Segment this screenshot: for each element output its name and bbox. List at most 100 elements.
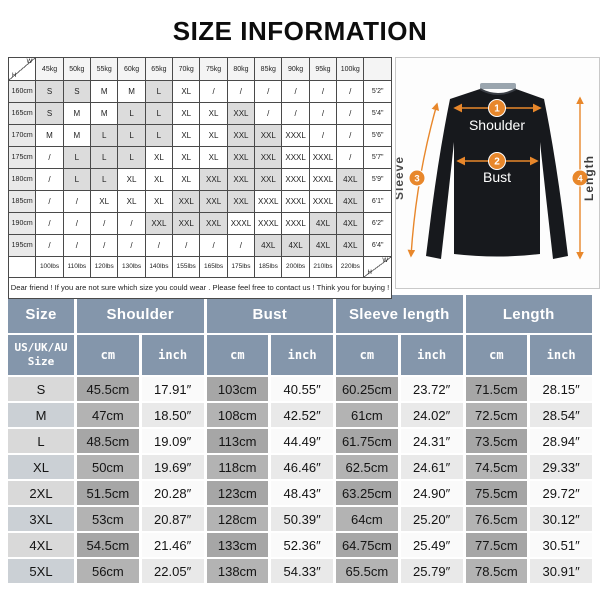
size-cell: XXL <box>254 168 283 191</box>
inch-value-cell: 30.51″ <box>530 533 592 557</box>
shirt-silhouette <box>426 83 568 259</box>
inch-value-cell: 19.09″ <box>141 429 204 453</box>
cm-value-cell: 75.5cm <box>465 481 528 505</box>
cm-value-cell: 76.5cm <box>465 507 528 531</box>
inch-value-cell: 30.12″ <box>530 507 592 531</box>
cm-value-cell: 113cm <box>206 429 269 453</box>
inch-value-cell: 17.91″ <box>141 377 204 401</box>
size-cell: / <box>336 146 365 169</box>
inch-value-cell: 23.72″ <box>400 377 463 401</box>
size-cell: XL <box>172 124 201 147</box>
weight-header-cell: 95kg <box>308 57 338 81</box>
unit-inch-header: inch <box>400 335 463 375</box>
marker-1-number: 1 <box>494 104 500 115</box>
size-cell: / <box>308 80 338 103</box>
cm-value-cell: 62.5cm <box>336 455 398 479</box>
cm-value-cell: 61.75cm <box>336 429 398 453</box>
size-cell: 4XL <box>281 234 310 257</box>
size-cell: XXL <box>254 146 283 169</box>
height-cell: 185cm <box>7 190 37 213</box>
size-cell: / <box>62 234 92 257</box>
size-cell: XL <box>90 190 119 213</box>
size-cell: / <box>117 212 146 235</box>
size-cell: / <box>308 124 338 147</box>
size-chart-row: 185cm / / XL XL XL XXL XXL XXL XXXL XXXL XXXL 4XL 6'1… <box>7 190 392 213</box>
size-cell: XXL <box>226 124 256 147</box>
size-cell: XXL <box>172 190 201 213</box>
size-cell: / <box>172 234 201 257</box>
marker-4-circle <box>571 169 589 187</box>
size-cell: XXL <box>199 168 228 191</box>
size-chart-row: 165cm S M M L L XL XL XXL / / //5'4" <box>7 102 392 125</box>
inch-value-cell: 30.91″ <box>530 559 592 583</box>
size-value-cell: 5XL <box>8 559 74 583</box>
size-cell: XXL <box>254 124 283 147</box>
unit-cm-header: cm <box>336 335 398 375</box>
weight-axis-label: W <box>26 59 33 65</box>
size-help-note: Dear friend ! If you are not sure which … <box>8 277 392 299</box>
pounds-cell: 110lbs <box>62 256 92 278</box>
size-cell: L <box>62 146 92 169</box>
size-cell: XL <box>117 190 146 213</box>
size-cell: / <box>90 212 119 235</box>
size-cell: XL <box>172 146 201 169</box>
measure-row-2xl: 2XL 51.5cm 20.28″ 123cm 48.43″ 63.25cm 24.90″ 7… <box>8 481 592 505</box>
inch-value-cell: 52.36″ <box>271 533 333 557</box>
inch-value-cell: 40.55″ <box>271 377 333 401</box>
weight-header-cell: 55kg <box>90 57 119 81</box>
height-feet-cell: 5'6" <box>363 124 392 147</box>
measure-row-l: L 48.5cm 19.09″ 113cm 44.49″ 61.75cm 24.31″ 73.… <box>8 429 592 453</box>
size-cell: 4XL <box>336 212 365 235</box>
size-cell: 4XL <box>336 234 365 257</box>
size-cell: XXXL <box>281 190 310 213</box>
cm-value-cell: 108cm <box>206 403 269 427</box>
size-cell: L <box>144 80 174 103</box>
cm-value-cell: 71.5cm <box>465 377 528 401</box>
size-cell: XXXL <box>308 146 338 169</box>
inch-value-cell: 19.69″ <box>141 455 204 479</box>
size-chart-row: 190cm / / / / XXL XXL XXL XXXL XXXL XXXL 4XL 4XL 6'2" <box>7 212 392 235</box>
cm-value-cell: 72.5cm <box>465 403 528 427</box>
height-axis-label: H <box>367 270 372 276</box>
pounds-cell: 185lbs <box>254 256 283 278</box>
size-cell: M <box>35 124 64 147</box>
size-cell: XXL <box>226 102 256 125</box>
size-value-cell: XL <box>8 455 74 479</box>
size-cell: L <box>90 124 119 147</box>
size-cell: XXL <box>199 212 228 235</box>
size-cell: L <box>62 168 92 191</box>
cm-value-cell: 47cm <box>77 403 139 427</box>
height-cell: 180cm <box>7 168 37 191</box>
marker-2-circle <box>488 152 506 170</box>
size-cell: / <box>35 146 64 169</box>
size-cell: XXXL <box>254 212 283 235</box>
cm-value-cell: 61cm <box>336 403 398 427</box>
cm-value-cell: 63.25cm <box>336 481 398 505</box>
size-cell: / <box>226 234 256 257</box>
size-value-cell: L <box>8 429 74 453</box>
height-cell: 170cm <box>7 124 37 147</box>
size-cell: / <box>62 212 92 235</box>
inch-value-cell: 44.49″ <box>271 429 333 453</box>
col-header-length: Length <box>465 295 592 333</box>
size-cell: M <box>90 102 119 125</box>
size-cell: 4XL <box>308 234 338 257</box>
size-cell: / <box>226 80 256 103</box>
size-cell: S <box>62 80 92 103</box>
pounds-cell: 210lbs <box>308 256 338 278</box>
weight-header-cell: 45kg <box>35 57 64 81</box>
inch-value-cell: 48.43″ <box>271 481 333 505</box>
size-chart-row: 180cm / L L XL XL XL XXL XXL XXL XXXL XXXL 4XL 5'9" <box>7 168 392 191</box>
size-cell: M <box>62 124 92 147</box>
measure-row-3xl: 3XL 53cm 20.87″ 128cm 50.39″ 64cm 25.20″ 76.5cm… <box>8 507 592 531</box>
inch-value-cell: 22.05″ <box>141 559 204 583</box>
pounds-cell: 100lbs <box>35 256 64 278</box>
pounds-cell: 200lbs <box>281 256 310 278</box>
cm-value-cell: 118cm <box>206 455 269 479</box>
size-chart-row: 195cm / / / / / / //4XL 4XL 4XL 4XL 6'4" <box>7 234 392 257</box>
cm-value-cell: 103cm <box>206 377 269 401</box>
cm-value-cell: 74.5cm <box>465 455 528 479</box>
size-cell: M <box>117 80 146 103</box>
size-cell: XL <box>144 168 174 191</box>
